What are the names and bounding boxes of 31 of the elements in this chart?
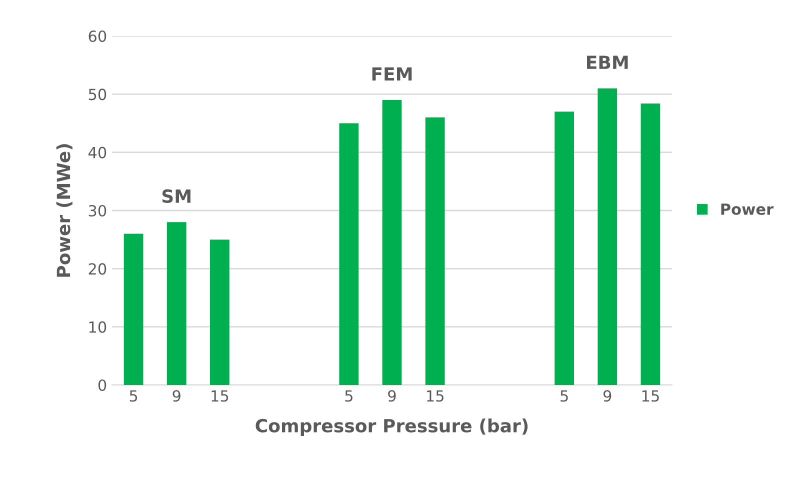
x-tick-label: 9 [388, 390, 396, 402]
bar [210, 240, 230, 385]
bar [124, 234, 144, 385]
bar [425, 117, 445, 385]
x-tick-label: 5 [560, 390, 568, 402]
legend-label: Power [721, 204, 774, 215]
y-tick-label: 20 [88, 263, 106, 275]
bar [166, 222, 186, 385]
annotation: FEM [372, 67, 412, 81]
y-tick-label: 50 [88, 88, 106, 100]
x-tick-label: 15 [642, 390, 659, 402]
bar [339, 123, 359, 385]
x-tick-label: 15 [212, 390, 228, 402]
x-tick-label: 5 [345, 390, 352, 402]
y-axis-title: Power (MWe) [56, 144, 72, 277]
y-tick-label: 30 [88, 204, 106, 217]
y-tick-label: 60 [88, 30, 106, 42]
y-tick-label: 0 [98, 379, 106, 392]
annotation: EBM [587, 56, 628, 69]
bar [640, 103, 660, 385]
x-tick-label: 15 [427, 390, 444, 402]
bar [382, 100, 402, 385]
bar [598, 88, 618, 385]
x-axis-title: Compressor Pressure (bar) [256, 418, 528, 436]
bar [554, 112, 574, 385]
x-tick-label: 5 [130, 390, 138, 402]
x-tick-label: 9 [172, 390, 180, 402]
y-tick-label: 10 [89, 321, 106, 333]
x-tick-label: 9 [603, 390, 612, 402]
annotation: SM [162, 189, 190, 203]
y-tick-label: 40 [88, 146, 106, 158]
